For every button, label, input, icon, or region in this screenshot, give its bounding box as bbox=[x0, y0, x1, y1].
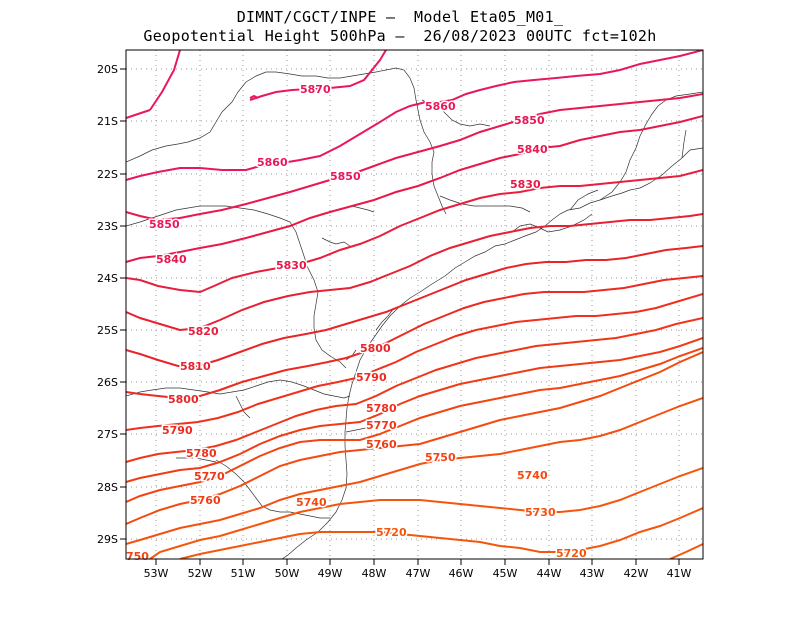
lon-label: 51W bbox=[231, 567, 256, 580]
lon-label: 46W bbox=[449, 567, 474, 580]
map-frame bbox=[125, 49, 704, 560]
lat-label: 28S bbox=[97, 481, 118, 494]
contour-label: 750 bbox=[126, 550, 149, 563]
contour-label: 5780 bbox=[186, 447, 217, 460]
lat-label: 29S bbox=[97, 533, 118, 546]
contour-label: 5850 bbox=[330, 170, 361, 183]
contour-line bbox=[126, 115, 703, 263]
lon-label: 52W bbox=[188, 567, 213, 580]
lat-label: 27S bbox=[97, 428, 118, 441]
state-border bbox=[235, 395, 251, 419]
axis-ticks bbox=[120, 68, 680, 565]
contour-line bbox=[126, 275, 703, 400]
lon-label: 41W bbox=[667, 567, 692, 580]
contour-line bbox=[149, 467, 703, 559]
contour-label: 5760 bbox=[190, 494, 221, 507]
contour-label: 5720 bbox=[556, 547, 587, 560]
contour-label: 5870 bbox=[300, 83, 331, 96]
contour-label: 5830 bbox=[276, 259, 307, 272]
contour-label: 5810 bbox=[180, 360, 211, 373]
lat-label: 26S bbox=[97, 376, 118, 389]
lat-label: 23S bbox=[97, 220, 118, 233]
state-border bbox=[599, 91, 703, 201]
contour-line bbox=[179, 507, 703, 559]
lon-label: 43W bbox=[580, 567, 605, 580]
contour-label: 5720 bbox=[376, 526, 407, 539]
state-border bbox=[569, 189, 599, 211]
lat-label: 21S bbox=[97, 115, 118, 128]
contour-label: 5840 bbox=[517, 143, 548, 156]
lon-label: 42W bbox=[624, 567, 649, 580]
lon-label: 49W bbox=[318, 567, 343, 580]
contour-label: 5740 bbox=[296, 496, 327, 509]
longitude-labels: 53W 52W 51W 50W 49W 48W 47W 46W 45W 44W … bbox=[144, 567, 692, 580]
state-border bbox=[176, 457, 217, 463]
coastline-detail bbox=[321, 237, 351, 247]
contour-label: 5730 bbox=[525, 506, 556, 519]
contour-line bbox=[126, 109, 151, 119]
contour-line bbox=[249, 94, 259, 99]
contour-label: 5840 bbox=[156, 253, 187, 266]
contour-line bbox=[126, 317, 703, 463]
lon-label: 53W bbox=[144, 567, 169, 580]
contour-label: 5780 bbox=[366, 402, 397, 415]
contour-line bbox=[126, 337, 703, 483]
coastline bbox=[281, 147, 703, 559]
coastline-detail bbox=[345, 427, 367, 433]
lon-label: 50W bbox=[275, 567, 300, 580]
coastline-detail bbox=[421, 99, 491, 127]
state-border bbox=[126, 379, 351, 399]
lon-label: 45W bbox=[493, 567, 518, 580]
contour-labels: 5870 5860 5860 5850 5850 5850 5840 5840 … bbox=[125, 82, 589, 565]
coastline-detail bbox=[511, 213, 593, 233]
contour-label: 5790 bbox=[356, 371, 387, 384]
contour-label: 5750 bbox=[425, 451, 456, 464]
political-boundaries bbox=[126, 67, 703, 559]
lon-label: 44W bbox=[537, 567, 562, 580]
contour-line bbox=[126, 351, 703, 525]
coastline-detail bbox=[375, 307, 395, 331]
contour-line bbox=[126, 169, 703, 294]
contour-label: 5770 bbox=[194, 470, 225, 483]
map-title-line-2: Geopotential Height 500hPa – 26/08/2023 … bbox=[143, 27, 657, 45]
contour-label: 5860 bbox=[257, 156, 288, 169]
contour-label: 5850 bbox=[514, 114, 545, 127]
contour-label: 5830 bbox=[510, 178, 541, 191]
contour-line bbox=[249, 50, 387, 101]
lon-label: 48W bbox=[362, 567, 387, 580]
lat-label: 24S bbox=[97, 272, 118, 285]
lat-label: 20S bbox=[97, 63, 118, 76]
lat-label: 22S bbox=[97, 168, 118, 181]
contour-line bbox=[126, 293, 703, 431]
state-border bbox=[126, 205, 347, 369]
map-title-line-1: DIMNT/CGCT/INPE – Model Eta05_M01_ bbox=[236, 8, 564, 26]
contour-label: 5770 bbox=[366, 419, 397, 432]
contour-line bbox=[126, 245, 703, 367]
latitude-labels: 20S 21S 22S 23S 24S 25S 26S 27S 28S 29S bbox=[97, 63, 118, 546]
contour-label: 5760 bbox=[366, 438, 397, 451]
state-border bbox=[681, 129, 687, 159]
contour-label: 5820 bbox=[188, 325, 219, 338]
state-border bbox=[215, 459, 330, 519]
contour-line bbox=[126, 397, 703, 545]
lon-label: 47W bbox=[406, 567, 431, 580]
contour-label: 5850 bbox=[149, 218, 180, 231]
contour-line bbox=[126, 213, 703, 332]
state-border bbox=[439, 195, 531, 213]
contour-label: 5800 bbox=[168, 393, 199, 406]
lat-label: 25S bbox=[97, 324, 118, 337]
contour-lines bbox=[126, 50, 703, 559]
contour-line bbox=[669, 543, 703, 559]
contour-line bbox=[126, 347, 703, 503]
contour-line bbox=[149, 50, 181, 111]
contour-label: 5800 bbox=[360, 342, 391, 355]
contour-line bbox=[126, 50, 703, 181]
state-border bbox=[126, 67, 447, 215]
contour-label: 5860 bbox=[425, 100, 456, 113]
contour-label: 5790 bbox=[162, 424, 193, 437]
coastline-detail bbox=[351, 205, 375, 213]
contour-line bbox=[126, 93, 703, 222]
contour-label: 5740 bbox=[517, 469, 548, 482]
